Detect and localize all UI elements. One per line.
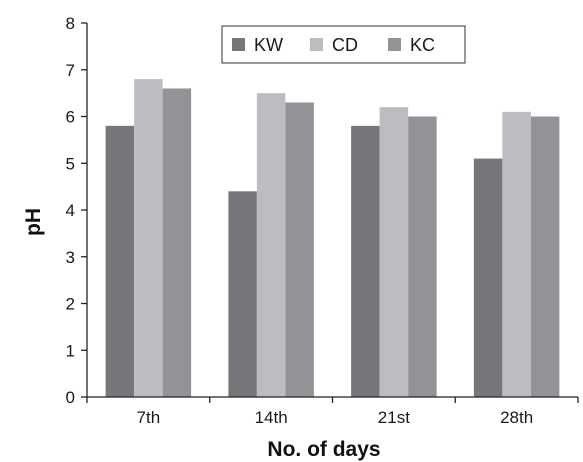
y-axis-ticks: 0 1 2 3 4 5 6 7 8 <box>66 14 87 407</box>
y-tick-label-1: 1 <box>66 341 75 360</box>
y-tick-label-2: 2 <box>66 295 75 314</box>
legend-swatch-cd <box>310 38 323 51</box>
legend-label-kw: KW <box>254 35 283 55</box>
bar-kc-14th <box>285 102 314 397</box>
legend-swatch-kc <box>388 38 401 51</box>
bar-kc-7th <box>162 88 192 397</box>
bar-group <box>105 79 560 398</box>
bar-kw-7th <box>105 125 135 397</box>
x-axis-title: No. of days <box>267 438 380 461</box>
y-tick-label-7: 7 <box>66 61 75 80</box>
y-axis-title: pH <box>22 208 45 236</box>
bar-kw-21st <box>351 125 380 397</box>
y-tick-label-4: 4 <box>66 201 75 220</box>
bar-kc-21st <box>408 116 437 397</box>
legend: KW CD KC <box>221 25 466 64</box>
x-tick-label-28th: 28th <box>500 408 533 427</box>
bar-cd-7th <box>134 79 163 397</box>
y-tick-label-0: 0 <box>66 388 75 407</box>
legend-swatch-kw <box>232 38 245 51</box>
y-tick-label-6: 6 <box>66 108 75 127</box>
bar-kw-14th <box>228 191 257 397</box>
legend-box <box>221 25 466 64</box>
x-tick-label-21st: 21st <box>378 408 410 427</box>
y-tick-label-8: 8 <box>66 14 75 33</box>
x-axis-ticks: 7th 14th 21st 28th <box>86 397 579 427</box>
bar-cd-21st <box>379 107 409 398</box>
legend-label-kc: KC <box>410 35 435 55</box>
bar-cd-28th <box>502 111 531 397</box>
x-tick-label-14th: 14th <box>255 408 288 427</box>
y-tick-label-3: 3 <box>66 248 75 267</box>
bar-kw-28th <box>473 158 503 397</box>
y-tick-label-5: 5 <box>66 154 75 173</box>
bar-kc-28th <box>530 116 560 397</box>
bar-cd-14th <box>256 93 286 398</box>
x-tick-label-7th: 7th <box>137 408 161 427</box>
legend-label-cd: CD <box>332 35 358 55</box>
